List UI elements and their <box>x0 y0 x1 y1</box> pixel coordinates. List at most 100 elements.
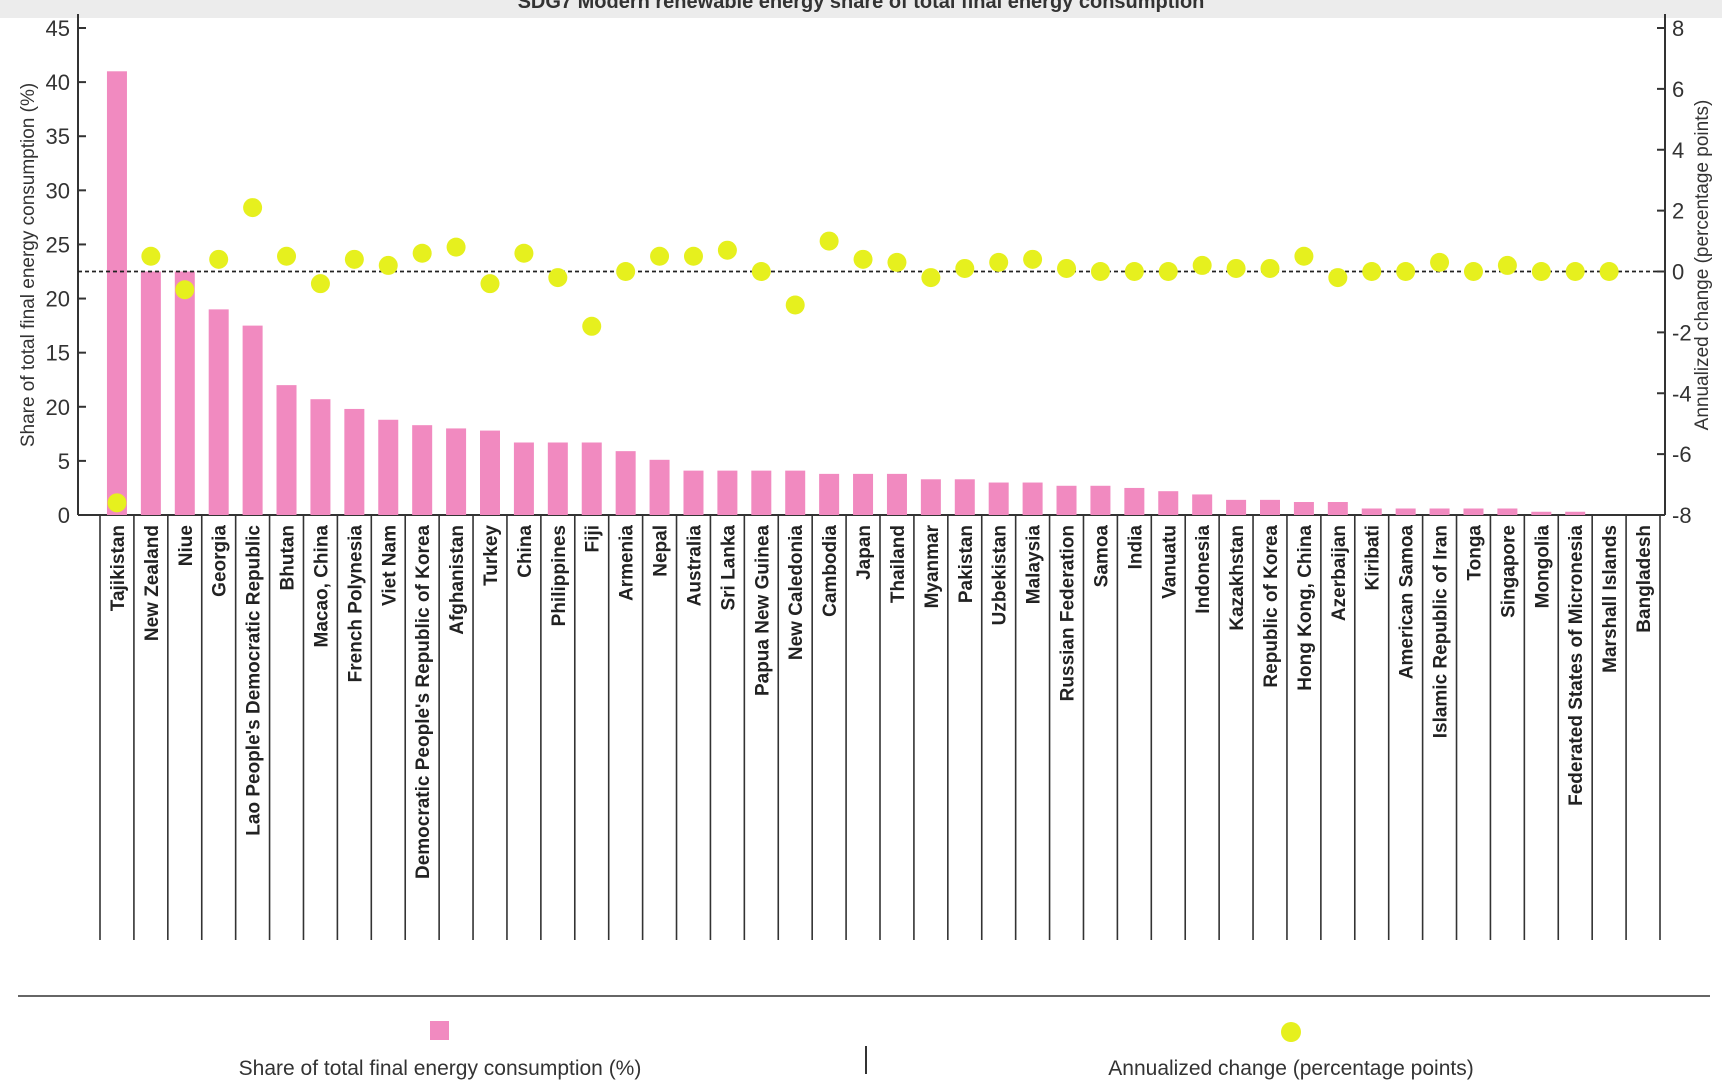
category-lines <box>99 515 1661 940</box>
dot-change <box>1158 262 1178 281</box>
dot-change <box>1090 262 1110 281</box>
dot-change <box>107 493 127 513</box>
category-label: Fiji <box>583 525 604 552</box>
bar-share <box>412 425 433 515</box>
dot-change <box>616 262 636 281</box>
bar-share <box>1293 502 1314 515</box>
bar-share <box>1497 508 1518 515</box>
dot-change <box>1294 246 1314 266</box>
dot-change <box>243 198 263 218</box>
bar-share <box>344 408 365 515</box>
bar-share <box>276 385 297 515</box>
bar-share <box>1022 482 1043 515</box>
category-label: Sri Lanka <box>718 525 739 611</box>
category-label: Hong Kong, China <box>1295 525 1316 691</box>
bar-share <box>1260 499 1280 515</box>
bar-share <box>1395 508 1416 515</box>
category-label: Australia <box>684 525 705 607</box>
dot-change <box>1328 268 1348 288</box>
right-tick-label: 8 <box>1672 16 1684 41</box>
category-label: Turkey <box>481 525 502 586</box>
bar-share <box>751 470 772 515</box>
dot-change <box>582 316 602 336</box>
left-axis-title: Share of total final energy consumption … <box>18 83 39 447</box>
bar-share <box>1158 491 1179 515</box>
bar-share <box>581 442 602 515</box>
category-label: Afghanistan <box>447 525 468 635</box>
category-label: Bangladesh <box>1634 525 1655 633</box>
dot-change <box>751 262 771 281</box>
dot-change <box>514 243 534 263</box>
bar-share <box>1226 499 1247 515</box>
dot-change <box>1057 258 1077 278</box>
bar-share <box>1327 502 1348 515</box>
left-tick-label: 20 <box>46 395 70 420</box>
title-band <box>0 0 1722 18</box>
category-label: Samoa <box>1091 525 1112 588</box>
dot-change <box>887 252 907 272</box>
bar-share <box>1361 508 1382 515</box>
bar-share <box>1056 485 1077 515</box>
category-label: Tajikistan <box>108 525 129 611</box>
category-label: Papua New Guinea <box>752 525 773 696</box>
dot-change <box>785 295 805 315</box>
dot-change <box>1362 262 1382 281</box>
dot-change <box>175 280 195 300</box>
dot-change <box>1463 262 1483 281</box>
bar-share <box>886 473 907 515</box>
dot-change <box>378 255 398 275</box>
category-label: Azerbaijan <box>1329 525 1350 621</box>
bar-share <box>242 325 263 515</box>
category-label: Tonga <box>1464 525 1485 581</box>
dot-change <box>209 249 229 269</box>
category-label: New Caledonia <box>786 525 807 661</box>
left-tick-label: 25 <box>46 232 70 257</box>
category-label: Lao People's Democratic Republic <box>244 525 265 836</box>
dot-change <box>989 252 1009 272</box>
dot-change <box>1023 249 1043 269</box>
dot-change <box>1599 262 1619 281</box>
category-label: French Polynesia <box>345 525 366 683</box>
dot-change <box>1430 252 1450 272</box>
category-label: Islamic Republic of Iran <box>1431 525 1452 738</box>
category-label: Democratic People's Republic of Korea <box>413 525 434 879</box>
left-tick-label: 20 <box>46 287 70 312</box>
dot-change <box>548 268 568 288</box>
bar-share <box>920 479 941 515</box>
category-label: Republic of Korea <box>1261 525 1282 688</box>
bar-share <box>1531 511 1552 515</box>
bar-share <box>547 442 568 515</box>
bar-share <box>1565 511 1586 515</box>
category-label: Cambodia <box>820 525 841 617</box>
bar-share <box>954 479 975 515</box>
category-label: Thailand <box>888 525 909 603</box>
category-label: India <box>1125 525 1146 570</box>
category-label: Singapore <box>1498 525 1519 618</box>
dot-change <box>412 243 432 263</box>
bar-share <box>310 399 331 515</box>
bar-share <box>1090 485 1111 515</box>
bar-share <box>853 473 874 515</box>
category-label: Bhutan <box>278 525 299 590</box>
category-label: Armenia <box>617 525 638 601</box>
bar-share <box>819 473 840 515</box>
bar-share <box>1429 508 1450 515</box>
bar-share <box>1463 508 1484 515</box>
bar-share <box>649 459 670 515</box>
category-label: Mongolia <box>1532 525 1553 609</box>
bars <box>106 71 1586 516</box>
bar-share <box>208 309 229 515</box>
left-tick-label: 15 <box>46 341 70 366</box>
dot-change <box>277 246 297 266</box>
category-label: Russian Federation <box>1058 525 1079 701</box>
category-label: China <box>515 525 536 578</box>
right-tick-label: 2 <box>1672 199 1684 224</box>
category-label: New Zealand <box>142 525 163 641</box>
category-label: Pakistan <box>956 525 977 603</box>
dot-change <box>310 274 330 294</box>
category-label: Malaysia <box>1024 525 1045 605</box>
category-label: Georgia <box>210 525 231 597</box>
dot-change <box>1531 262 1551 281</box>
category-label: Myanmar <box>922 524 943 608</box>
category-label: Indonesia <box>1193 525 1214 614</box>
